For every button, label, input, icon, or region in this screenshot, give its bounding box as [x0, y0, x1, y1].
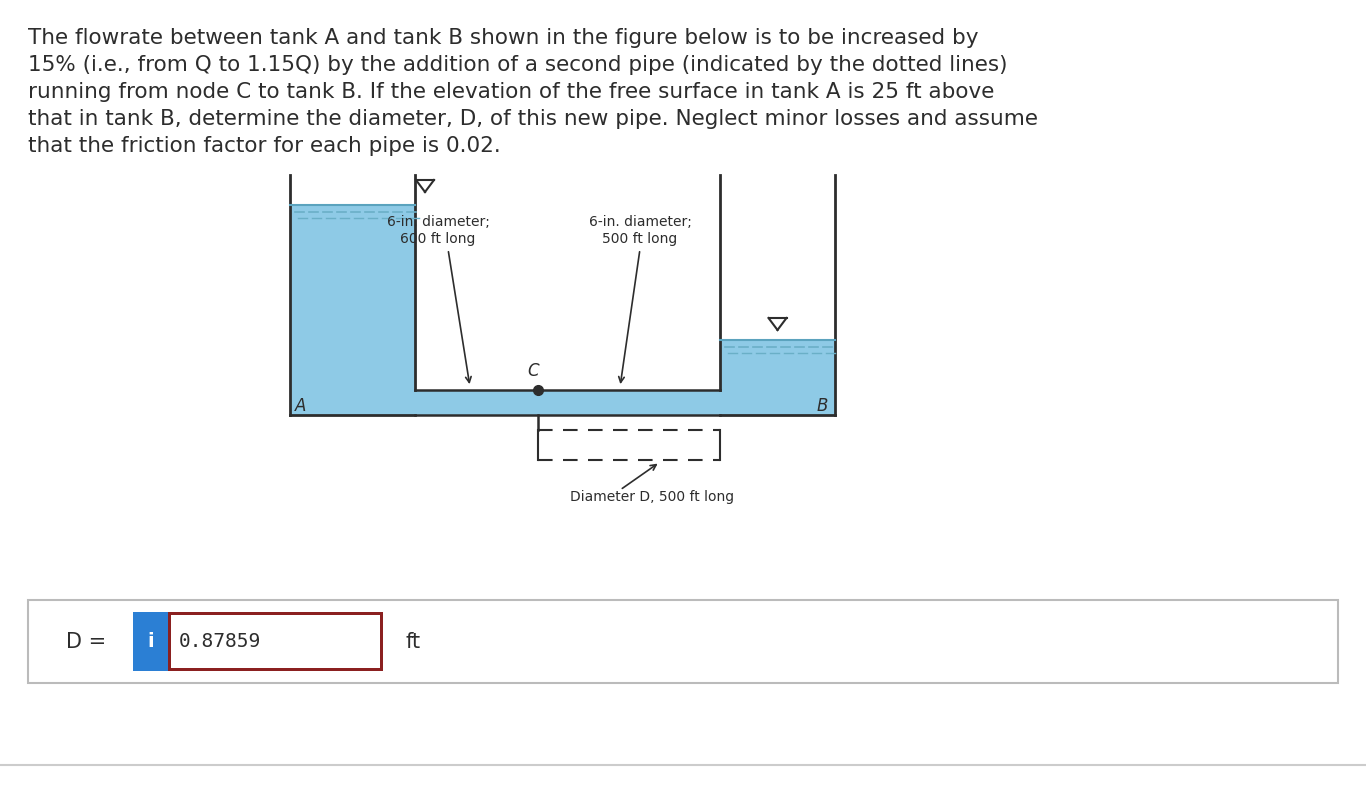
Bar: [720, 340, 835, 415]
Bar: [171, 615, 380, 668]
Text: running from node C to tank B. If the elevation of the free surface in tank A is: running from node C to tank B. If the el…: [27, 82, 994, 102]
Text: The flowrate between tank A and tank B shown in the figure below is to be increa: The flowrate between tank A and tank B s…: [27, 28, 978, 48]
Text: 600 ft long: 600 ft long: [400, 232, 475, 246]
Text: B: B: [817, 397, 828, 415]
Bar: [133, 612, 168, 671]
Bar: [415, 390, 720, 415]
Bar: [290, 205, 415, 415]
Text: D =: D =: [66, 631, 107, 652]
Text: C: C: [527, 362, 538, 380]
Text: 6-in. diameter;: 6-in. diameter;: [589, 215, 691, 229]
Text: that in tank B, determine the diameter, D, of this new pipe. Neglect minor losse: that in tank B, determine the diameter, …: [27, 109, 1038, 129]
Text: 500 ft long: 500 ft long: [602, 232, 678, 246]
Text: 6-in. diameter;: 6-in. diameter;: [387, 215, 489, 229]
Bar: [27, 600, 1339, 683]
Text: A: A: [295, 397, 306, 415]
Bar: [168, 612, 382, 671]
Text: 0.87859: 0.87859: [179, 632, 261, 651]
Text: 15% (i.e., from Q to 1.15Q) by the addition of a second pipe (indicated by the d: 15% (i.e., from Q to 1.15Q) by the addit…: [27, 55, 1008, 75]
Text: that the friction factor for each pipe is 0.02.: that the friction factor for each pipe i…: [27, 136, 501, 156]
Text: i: i: [148, 632, 154, 651]
Text: Diameter D, 500 ft long: Diameter D, 500 ft long: [570, 490, 734, 504]
Text: ft: ft: [404, 631, 421, 652]
